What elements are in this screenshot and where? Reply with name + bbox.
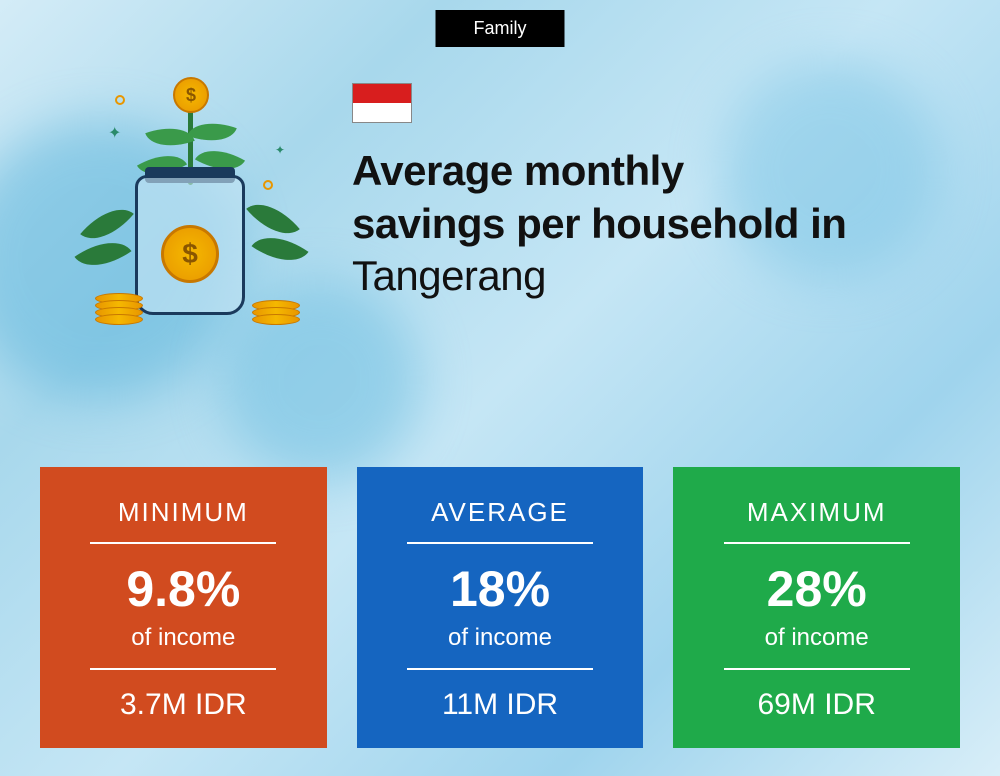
card-maximum: MAXIMUM 28% of income 69M IDR	[673, 467, 960, 748]
stats-cards: MINIMUM 9.8% of income 3.7M IDR AVERAGE …	[40, 467, 960, 748]
divider	[724, 668, 910, 670]
indonesia-flag-icon	[352, 83, 412, 123]
title-line-2: savings per household in	[352, 200, 846, 247]
card-percent: 9.8%	[126, 560, 240, 618]
title-block: Average monthly savings per household in…	[352, 75, 950, 303]
divider	[90, 668, 276, 670]
card-percent: 18%	[450, 560, 550, 618]
card-label: MINIMUM	[118, 497, 249, 528]
divider	[724, 542, 910, 544]
category-tag: Family	[436, 10, 565, 47]
card-amount: 11M IDR	[442, 688, 558, 722]
savings-jar-illustration: $ $ ✦ ✦	[60, 75, 320, 335]
divider	[90, 542, 276, 544]
card-label: MAXIMUM	[747, 497, 887, 528]
card-minimum: MINIMUM 9.8% of income 3.7M IDR	[40, 467, 327, 748]
card-amount: 69M IDR	[758, 688, 876, 722]
title-line-1: Average monthly	[352, 147, 684, 194]
title-city: Tangerang	[352, 252, 546, 299]
card-sub: of income	[765, 624, 869, 652]
card-average: AVERAGE 18% of income 11M IDR	[357, 467, 644, 748]
card-amount: 3.7M IDR	[120, 688, 247, 722]
card-sub: of income	[448, 624, 552, 652]
card-label: AVERAGE	[431, 497, 569, 528]
page-title: Average monthly savings per household in…	[352, 145, 950, 303]
card-percent: 28%	[767, 560, 867, 618]
divider	[407, 668, 593, 670]
header: $ $ ✦ ✦ Average monthly savings per hous…	[60, 75, 950, 335]
card-sub: of income	[131, 624, 235, 652]
divider	[407, 542, 593, 544]
